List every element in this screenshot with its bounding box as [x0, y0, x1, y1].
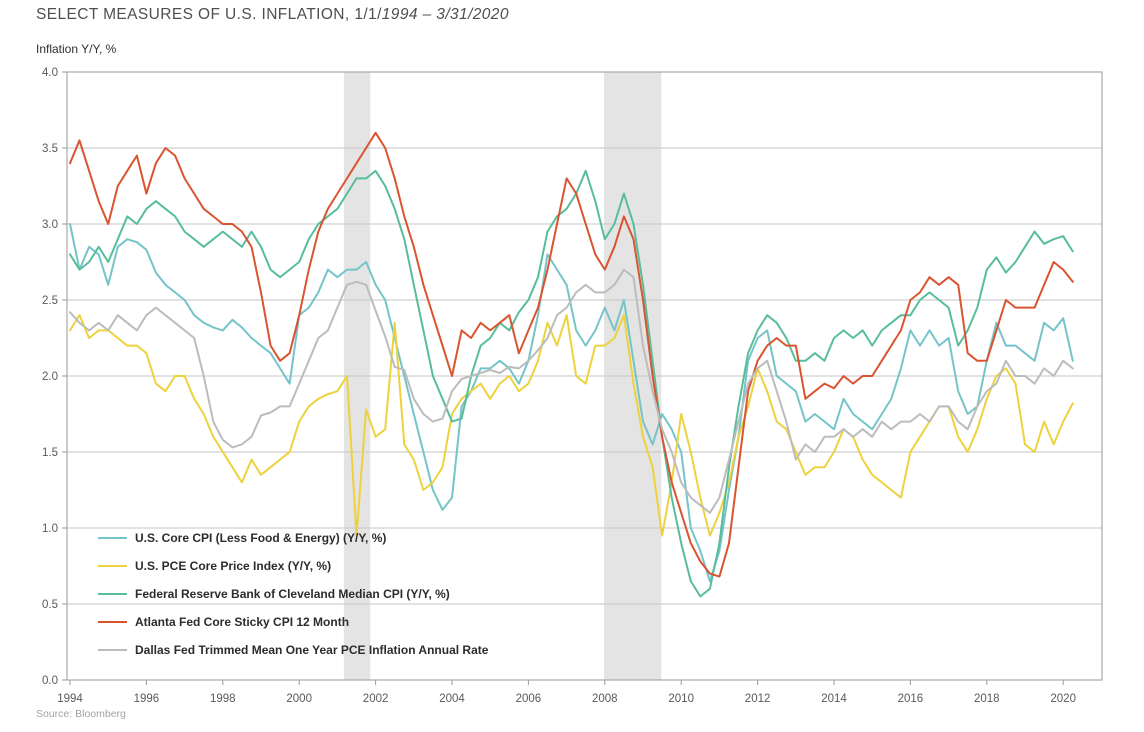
- series-line: [69, 223, 1074, 583]
- legend-label: U.S. PCE Core Price Index (Y/Y, %): [135, 559, 332, 573]
- page-title-normal: SELECT MEASURES OF U.S. INFLATION, 1/1/: [36, 6, 382, 23]
- x-axis-tick-label: 2014: [821, 693, 847, 705]
- legend-label: U.S. Core CPI (Less Food & Energy) (Y/Y,…: [135, 531, 387, 545]
- y-axis-tick-label: 2.5: [42, 295, 58, 307]
- x-axis-tick-label: 1998: [210, 693, 236, 705]
- y-axis-tick-label: 3.5: [42, 143, 58, 155]
- y-axis-tick-label: 0.5: [42, 599, 58, 611]
- x-axis-tick-label: 2004: [439, 693, 465, 705]
- legend-swatch-line: [98, 592, 127, 596]
- y-axis-tick-labels: 0.0 0.5 1.0 1.5 2.0 2.5 3.0 3.5 4.0: [42, 67, 58, 687]
- legend-label: Dallas Fed Trimmed Mean One Year PCE Inf…: [135, 643, 489, 657]
- legend: U.S. Core CPI (Less Food & Energy) (Y/Y,…: [98, 524, 488, 664]
- legend-swatch-line: [98, 620, 127, 624]
- x-axis-tick-label: 2018: [974, 693, 1000, 705]
- x-axis-tick-label: 1996: [134, 693, 160, 705]
- x-axis-tick-label: 2002: [363, 693, 389, 705]
- axis-ticks: [62, 71, 1064, 685]
- page-title: SELECT MEASURES OF U.S. INFLATION, 1/1/1…: [36, 6, 509, 24]
- x-axis-tick-label: 1994: [57, 693, 83, 705]
- x-axis-tick-label: 2000: [286, 693, 312, 705]
- x-axis-tick-label: 2012: [745, 693, 771, 705]
- y-axis-tick-label: 0.0: [42, 675, 58, 687]
- legend-swatch-line: [98, 536, 127, 540]
- legend-label: Atlanta Fed Core Sticky CPI 12 Month: [135, 615, 350, 629]
- data-series-lines: [69, 131, 1074, 598]
- x-axis-tick-label: 2020: [1050, 693, 1076, 705]
- series-line: [69, 314, 1074, 537]
- x-axis-tick-label: 2010: [668, 693, 694, 705]
- x-axis-tick-label: 2006: [516, 693, 542, 705]
- y-axis-tick-label: 2.0: [42, 371, 58, 383]
- x-axis-tick-labels: 1994 1996 1998 2000 2002 2004 2006 2008 2010 2012…: [57, 693, 1076, 705]
- y-axis-title: Inflation Y/Y, %: [36, 42, 117, 56]
- legend-swatch-line: [98, 564, 127, 568]
- series-line: [69, 268, 1074, 514]
- gridlines: [67, 147, 1102, 605]
- legend-label: Federal Reserve Bank of Cleveland Median…: [135, 587, 450, 601]
- legend-item: Atlanta Fed Core Sticky CPI 12 Month: [98, 608, 488, 636]
- x-axis-tick-label: 2008: [592, 693, 618, 705]
- series-line: [69, 131, 1074, 578]
- x-axis-tick-label: 2016: [898, 693, 924, 705]
- y-axis-tick-label: 1.0: [42, 523, 58, 535]
- legend-item: Dallas Fed Trimmed Mean One Year PCE Inf…: [98, 636, 488, 664]
- legend-swatch-line: [98, 648, 127, 652]
- legend-item: U.S. PCE Core Price Index (Y/Y, %): [98, 552, 488, 580]
- y-axis-tick-label: 4.0: [42, 67, 58, 79]
- legend-item: Federal Reserve Bank of Cleveland Median…: [98, 580, 488, 608]
- y-axis-tick-label: 3.0: [42, 219, 58, 231]
- y-axis-tick-label: 1.5: [42, 447, 58, 459]
- source-note: Source: Bloomberg: [36, 708, 126, 720]
- legend-item: U.S. Core CPI (Less Food & Energy) (Y/Y,…: [98, 524, 488, 552]
- page-title-daterange: 1994 – 3/31/2020: [381, 6, 509, 23]
